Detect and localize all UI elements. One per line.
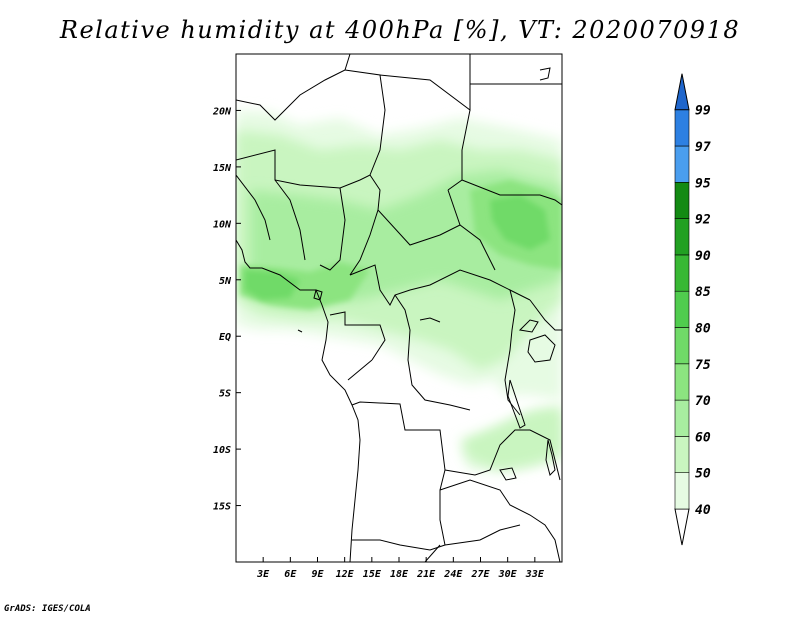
y-tick-label: 15S [213,502,231,513]
y-tick-label: 10N [213,219,232,230]
y-tick-label: 5S [219,389,231,400]
colorbar-box [674,109,690,147]
colorbar-label: 50 [695,467,711,482]
colorbar-label: 75 [695,358,711,373]
y-tick-label: 5N [219,276,232,287]
x-tick-label: 21E [416,569,436,580]
x-tick-label: 24E [443,569,463,580]
colorbar-label: 60 [695,430,711,445]
colorbar-box [674,363,690,401]
colorbar-box [674,399,690,437]
map-title: Relative humidity at 400hPa [%], VT: 202… [59,16,741,44]
lake-tanganyika [507,379,526,429]
colorbar-box [674,290,690,328]
y-tick-label: 10S [213,445,231,456]
colorbar-box [674,472,690,510]
y-tick-label: 15N [213,163,232,174]
x-tick-label: 12E [336,569,355,580]
colorbar-label: 90 [695,249,711,264]
colorbar-box [674,436,690,473]
x-tick-label: 33E [525,569,545,580]
x-tick-label: 27E [470,569,490,580]
y-axis: 20N 15N 10N 5N EQ 5S 10S 15S [212,106,241,513]
colorbar-label: 95 [695,176,711,191]
coastline-west [236,239,361,562]
x-axis: 3E 6E 9E 12E 15E 18E 21E 24E 27E 30E 33E [256,557,545,580]
y-tick-label: 20N [212,106,232,117]
colorbar-label: 92 [695,213,711,228]
x-tick-label: 9E [311,569,324,580]
x-tick-label: 15E [363,569,382,580]
colorbar-box [674,145,690,183]
colorbar-label: 70 [695,394,711,409]
humidity-shading [236,54,562,562]
humidity-region-50-south [460,405,562,470]
colorbar-label: 80 [695,322,711,337]
colorbar-box [674,254,690,292]
lake-victoria [527,334,556,363]
colorbar-label: 97 [695,140,711,155]
colorbar-label: 85 [695,285,711,300]
humidity-region-75-east [490,195,550,250]
colorbar-label: 99 [695,104,711,119]
humidity-region-75 [245,270,300,300]
colorbar-box [674,327,690,365]
x-tick-label: 6E [284,569,297,580]
y-tick-label: EQ [219,332,231,343]
colorbar-lower-triangle [674,508,690,546]
x-tick-label: 3E [256,569,270,580]
colorbar-box [674,182,690,219]
colorbar: 40 50 60 70 75 80 85 90 92 95 97 99 [674,73,711,546]
country-borders [236,54,562,562]
x-tick-label: 18E [390,569,409,580]
grads-credit: GrADS: IGES/COLA [4,604,91,614]
lake-malawi [545,439,556,476]
colorbar-upper-triangle [674,73,690,111]
colorbar-box [674,218,690,256]
colorbar-label: 40 [695,503,711,518]
x-tick-label: 30E [498,569,518,580]
